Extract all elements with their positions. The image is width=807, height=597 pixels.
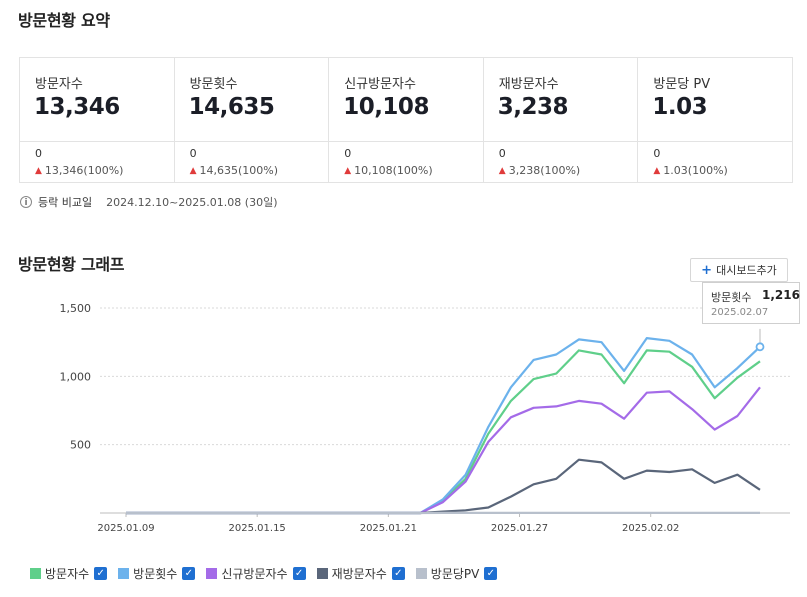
checkbox-checked-icon[interactable]: ✓	[182, 567, 196, 580]
card-label: 방문당 PV	[653, 77, 711, 92]
y-tick-label: 500	[70, 439, 91, 452]
legend-label: 신규방문자수	[221, 567, 288, 581]
card-delta: ▲ 3,238(100%)	[499, 164, 580, 177]
card-label: 방문횟수	[189, 77, 238, 92]
chart-legend: 방문자수 ✓ 방문횟수 ✓ 신규방문자수 ✓ 재방문자수 ✓ 방문당PV ✓	[30, 565, 508, 582]
card-value: 13,346	[34, 94, 120, 120]
card-delta: ▲ 14,635(100%)	[190, 164, 278, 177]
checkbox-checked-icon[interactable]: ✓	[391, 567, 405, 580]
legend-swatch	[415, 568, 427, 579]
legend-label: 방문자수	[45, 567, 90, 581]
series-line	[126, 386, 761, 515]
legend-item-new-visitors[interactable]: 신규방문자수 ✓	[206, 565, 306, 582]
plus-icon: +	[701, 262, 713, 278]
legend-swatch	[30, 568, 41, 579]
series-line	[126, 458, 761, 515]
card-returning-visitors: 재방문자수 3,238 0 ▲ 3,238(100%)	[483, 58, 639, 182]
compare-period: 2024.12.10~2025.01.08 (30일)	[106, 196, 278, 209]
card-delta-text: 14,635(100%)	[199, 164, 279, 177]
x-tick-label: 2025.01.27	[491, 523, 548, 534]
legend-item-visitors[interactable]: 방문자수 ✓	[30, 565, 108, 582]
card-divider	[20, 141, 174, 142]
card-prev: 0	[344, 147, 352, 160]
card-divider	[329, 141, 483, 142]
legend-swatch	[118, 568, 130, 579]
x-tick-label: 2025.01.15	[229, 523, 286, 534]
legend-label: 방문횟수	[133, 567, 178, 581]
y-tick-label: 1,000	[60, 370, 92, 383]
checkbox-checked-icon[interactable]: ✓	[292, 567, 306, 580]
card-value: 1.03	[652, 94, 708, 120]
card-pv-per-visit: 방문당 PV 1.03 0 ▲ 1.03(100%)	[638, 58, 792, 182]
card-label: 방문자수	[35, 77, 83, 92]
add-dashboard-button[interactable]: + 대시보드추가	[690, 258, 788, 282]
visit-chart: 500 1,000 1,500 2025.01.09 2025.01.15 2025.0…	[60, 302, 790, 534]
summary-title: 방문현황 요약	[18, 11, 110, 30]
up-arrow-icon: ▲	[189, 165, 197, 176]
card-delta-text: 1.03(100%)	[663, 164, 728, 177]
info-icon: i	[20, 196, 32, 208]
card-delta: ▲ 10,108(100%)	[344, 164, 432, 177]
x-tick-label: 2025.01.09	[97, 523, 154, 534]
card-delta-text: 13,346(100%)	[44, 164, 124, 177]
checkbox-checked-icon[interactable]: ✓	[484, 567, 498, 580]
tooltip-series-name: 방문횟수	[711, 291, 752, 304]
series-line	[126, 336, 761, 515]
hover-point	[755, 342, 765, 352]
card-value: 14,635	[188, 94, 275, 120]
card-delta: ▲ 1.03(100%)	[653, 164, 727, 177]
tooltip-date: 2025.02.07	[711, 307, 769, 318]
legend-label: 방문당PV	[430, 567, 480, 581]
card-visitors: 방문자수 13,346 0 ▲ 13,346(100%)	[20, 58, 175, 182]
card-prev: 0	[653, 147, 661, 160]
legend-item-visits[interactable]: 방문횟수 ✓	[118, 565, 196, 582]
card-label: 신규방문자수	[344, 77, 416, 92]
up-arrow-icon: ▲	[35, 165, 42, 176]
up-arrow-icon: ▲	[653, 165, 661, 176]
summary-panel: 방문자수 13,346 0 ▲ 13,346(100%) 방문횟수 14,635 …	[19, 57, 793, 183]
x-tick-label: 2025.02.02	[622, 523, 679, 534]
up-arrow-icon: ▲	[498, 165, 506, 176]
card-divider	[638, 141, 792, 142]
legend-item-returning-visitors[interactable]: 재방문자수 ✓	[316, 565, 405, 582]
add-dashboard-label: 대시보드추가	[716, 264, 777, 277]
card-prev: 0	[498, 147, 506, 160]
compare-label: 등락 비교일	[38, 196, 93, 209]
up-arrow-icon: ▲	[344, 165, 352, 176]
tooltip-value: 1,216	[762, 288, 800, 302]
card-divider	[483, 141, 638, 142]
card-delta-text: 10,108(100%)	[354, 164, 433, 177]
card-delta-text: 3,238(100%)	[508, 164, 581, 177]
card-prev: 0	[189, 147, 197, 160]
compare-info: i 등락 비교일 2024.12.10~2025.01.08 (30일)	[20, 194, 278, 210]
checkbox-checked-icon[interactable]: ✓	[94, 567, 108, 580]
card-value: 10,108	[343, 94, 429, 120]
legend-swatch	[206, 568, 218, 579]
y-tick-label: 1,500	[60, 302, 92, 315]
chart-tooltip: 방문횟수 1,216 2025.02.07	[702, 282, 800, 324]
legend-item-pv-per-visit[interactable]: 방문당PV ✓	[415, 565, 498, 582]
card-value: 3,238	[497, 94, 569, 120]
legend-swatch	[316, 568, 328, 579]
card-divider	[174, 141, 329, 142]
card-new-visitors: 신규방문자수 10,108 0 ▲ 10,108(100%)	[329, 58, 484, 182]
x-tick-label: 2025.01.21	[360, 523, 417, 534]
card-prev: 0	[35, 147, 42, 160]
graph-title: 방문현황 그래프	[18, 255, 125, 274]
series-line	[126, 349, 761, 515]
card-delta: ▲ 13,346(100%)	[35, 164, 123, 177]
card-label: 재방문자수	[498, 77, 559, 92]
card-visits: 방문횟수 14,635 0 ▲ 14,635(100%)	[174, 58, 330, 182]
legend-label: 재방문자수	[331, 567, 387, 581]
